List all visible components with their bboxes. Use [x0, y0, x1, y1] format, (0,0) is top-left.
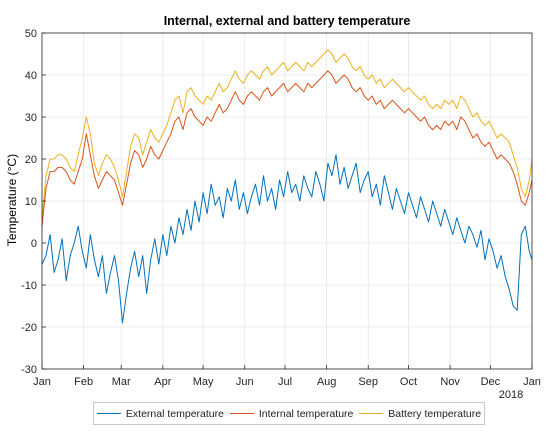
x-tick-label: Jul: [278, 376, 292, 388]
x-tick-label: Apr: [154, 376, 171, 388]
legend: External temperature Internal temperatur…: [93, 402, 485, 425]
y-tick-label: -30: [21, 364, 37, 376]
y-tick-label: -10: [21, 280, 37, 292]
legend-label-battery: Battery temperature: [388, 407, 482, 420]
x-tick-label: Oct: [400, 376, 417, 388]
x-tick-label: Jun: [236, 376, 254, 388]
x-tick-label: Aug: [317, 376, 337, 388]
x-tick-label: Sep: [358, 376, 378, 388]
x-tick-label: May: [193, 376, 214, 388]
x-year-label: 2018: [499, 389, 523, 401]
y-tick-label: 0: [31, 238, 37, 250]
y-tick-label: -20: [21, 322, 37, 334]
series-line-battery-temperature: [41, 49, 533, 218]
legend-item-battery: Battery temperature: [359, 408, 481, 420]
axis-ticks: -30 -20 -10 0 10 20 30 40 50 Jan Feb Mar Apr May Jun Ju…: [21, 28, 541, 388]
x-tick-label: Jan: [33, 376, 51, 388]
x-tick-label: Feb: [74, 376, 93, 388]
y-tick-label: 50: [25, 28, 37, 40]
chart-title: Internal, external and battery temperatu…: [164, 14, 411, 28]
x-tick-label: Mar: [112, 376, 131, 388]
y-tick-label: 30: [25, 112, 37, 124]
series-layer: [41, 49, 533, 324]
y-axis-label: Temperature (°C): [5, 154, 19, 246]
x-tick-label: Jan: [523, 376, 541, 388]
legend-swatch-internal: [229, 413, 254, 414]
y-tick-label: 10: [25, 196, 37, 208]
grid: [41, 32, 533, 370]
legend-item-internal: Internal temperature: [229, 407, 354, 420]
series-line-external-temperature: [41, 154, 533, 324]
x-tick-label: Nov: [440, 376, 460, 388]
legend-label-external: External temperature: [125, 407, 224, 420]
x-tick-label: Dec: [481, 376, 501, 388]
y-tick-label: 40: [25, 70, 37, 82]
series-line-internal-temperature: [41, 70, 533, 227]
legend-item-external: External temperature: [96, 407, 224, 420]
legend-label-internal: Internal temperature: [258, 407, 354, 420]
y-tick-label: 20: [25, 154, 37, 166]
legend-swatch-battery: [359, 413, 384, 414]
legend-swatch-external: [96, 413, 121, 414]
